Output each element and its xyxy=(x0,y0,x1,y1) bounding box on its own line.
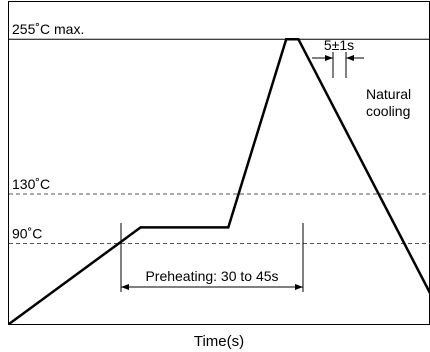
cooling-label-line2: cooling xyxy=(366,103,410,119)
peak-arrow-right xyxy=(346,55,354,61)
preheat-arrow-right xyxy=(295,284,303,290)
ref-label-90: 90˚C xyxy=(12,226,42,242)
x-axis-label: Time(s) xyxy=(194,333,244,350)
peak-duration-label: 5±1s xyxy=(324,37,354,53)
ref-label-255: 255˚C max. xyxy=(12,21,84,37)
ref-label-130: 130˚C xyxy=(12,176,50,192)
cooling-label-line1: Natural xyxy=(366,86,411,102)
preheat-label: Preheating: 30 to 45s xyxy=(145,268,278,284)
peak-arrow-left xyxy=(325,55,333,61)
preheat-arrow-left xyxy=(121,284,129,290)
series-line-temperature-profile xyxy=(8,37,430,326)
